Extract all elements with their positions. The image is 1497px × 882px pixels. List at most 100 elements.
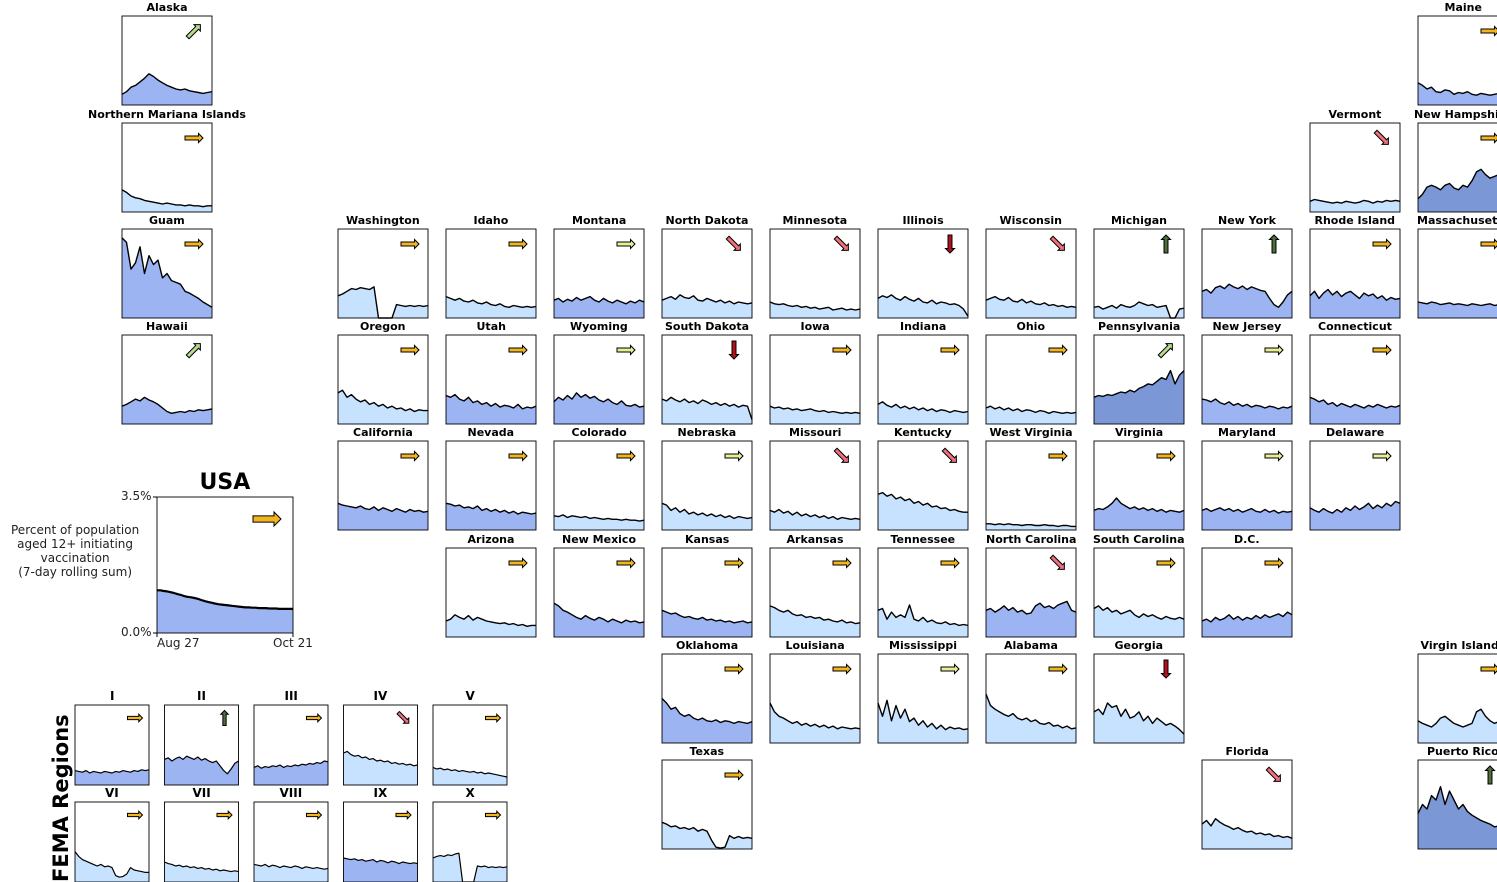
montana-trend-arrow-icon <box>616 238 636 250</box>
panel-wyoming <box>553 334 645 425</box>
panel-south-dakota <box>661 334 753 425</box>
fema-region-title-ii: II <box>197 689 206 703</box>
kansas-area <box>662 610 752 637</box>
tennessee-area <box>878 605 968 637</box>
connecticut-area <box>1310 397 1400 424</box>
guam-trend-arrow-icon <box>184 238 204 250</box>
panel-usa <box>156 496 294 634</box>
illinois-trend-arrow-icon <box>944 234 956 254</box>
arizona-line <box>445 614 536 627</box>
alaska-trend-arrow-icon <box>185 24 201 40</box>
north-dakota-line <box>661 294 753 305</box>
panel-michigan <box>1093 228 1185 319</box>
idaho-area <box>446 296 536 318</box>
louisiana-trend-arrow-icon <box>832 663 852 675</box>
vi-line <box>74 851 149 878</box>
panel-title-georgia: Georgia <box>1114 639 1164 652</box>
kentucky-area <box>878 492 968 530</box>
georgia-area <box>1094 703 1184 743</box>
new-hampshire-line <box>1417 168 1497 200</box>
panel-california <box>337 440 429 531</box>
south-carolina-trend-arrow-icon <box>1156 557 1176 569</box>
mississippi-trend-arrow-icon <box>940 663 960 675</box>
rhode-island-line <box>1309 288 1401 301</box>
panel-title-maine: Maine <box>1444 1 1482 14</box>
panel-title-minnesota: Minnesota <box>782 214 848 227</box>
usa-y-tick-bottom: 0.0% <box>121 625 152 639</box>
panel-title-north-dakota: North Dakota <box>665 214 749 227</box>
nevada-line <box>445 502 537 515</box>
panel-title-iowa: Iowa <box>800 320 830 333</box>
panel-v <box>432 704 508 786</box>
washington-area <box>338 286 428 318</box>
viii-trend-arrow-icon <box>306 810 323 820</box>
pennsylvania-trend-arrow-icon <box>1157 343 1173 359</box>
new-hampshire-area <box>1418 169 1497 212</box>
panel-texas <box>661 759 753 850</box>
michigan-line <box>1093 301 1185 319</box>
wisconsin-line <box>985 295 1077 308</box>
wisconsin-area <box>986 296 1076 318</box>
usa-axis-description: Percent of population aged 12+ initiatin… <box>11 523 140 579</box>
v-area <box>433 767 507 785</box>
iii-area <box>254 761 328 785</box>
delaware-area <box>1310 501 1400 530</box>
viii-line <box>253 863 329 870</box>
i-area <box>75 769 149 785</box>
florida-line <box>1201 818 1293 839</box>
tennessee-line <box>877 604 969 627</box>
rhode-island-area <box>1310 289 1400 318</box>
arizona-area <box>446 614 536 637</box>
panel-title-pennsylvania: Pennsylvania <box>1098 320 1181 333</box>
michigan-area <box>1094 302 1184 318</box>
fema-region-title-iii: III <box>284 689 298 703</box>
x-area <box>433 853 507 882</box>
panel-kansas <box>661 547 753 638</box>
california-area <box>338 503 428 530</box>
utah-trend-arrow-icon <box>508 344 528 356</box>
kentucky-line <box>877 491 968 513</box>
panel-title-rhode-island: Rhode Island <box>1314 214 1396 227</box>
panel-rhode-island <box>1309 228 1401 319</box>
utah-line <box>445 393 537 410</box>
panel-title-illinois: Illinois <box>902 214 944 227</box>
florida-area <box>1202 818 1292 849</box>
panel-title-florida: Florida <box>1225 745 1269 758</box>
panel-massachusetts <box>1417 228 1497 319</box>
indiana-trend-arrow-icon <box>940 344 960 356</box>
north-carolina-line <box>985 600 1077 615</box>
nebraska-line <box>661 502 753 520</box>
texas-line <box>661 821 753 849</box>
panel-maryland <box>1201 440 1293 531</box>
panel-title-guam: Guam <box>149 214 185 227</box>
texas-trend-arrow-icon <box>724 769 744 781</box>
panel-title-indiana: Indiana <box>900 320 947 333</box>
maryland-line <box>1201 507 1293 514</box>
panel-title-virgin-islands: Virgin Islands <box>1420 639 1497 652</box>
west-virginia-trend-arrow-icon <box>1048 450 1068 462</box>
panel-georgia <box>1093 653 1185 744</box>
panel-idaho <box>445 228 537 319</box>
panel-title-mississippi: Mississippi <box>889 639 957 652</box>
panel-title-south-dakota: South Dakota <box>665 320 750 333</box>
panel-north-carolina <box>985 547 1077 638</box>
d-c-line <box>1201 611 1293 623</box>
new-york-area <box>1202 284 1292 318</box>
illinois-line <box>877 294 969 317</box>
south-carolina-area <box>1094 605 1184 637</box>
ix-line <box>343 857 418 865</box>
panel-kentucky <box>877 440 969 531</box>
panel-vi <box>74 801 150 882</box>
iowa-trend-arrow-icon <box>832 344 852 356</box>
fema-region-title-i: I <box>110 689 115 703</box>
rhode-island-trend-arrow-icon <box>1372 238 1392 250</box>
virgin-islands-line <box>1417 708 1497 728</box>
california-trend-arrow-icon <box>400 450 420 462</box>
kentucky-trend-arrow-icon <box>941 447 957 463</box>
iowa-line <box>769 405 861 414</box>
massachusetts-area <box>1418 302 1497 318</box>
vii-line <box>164 861 239 873</box>
panel-pennsylvania <box>1093 334 1185 425</box>
idaho-trend-arrow-icon <box>508 238 528 250</box>
i-line <box>74 769 150 774</box>
